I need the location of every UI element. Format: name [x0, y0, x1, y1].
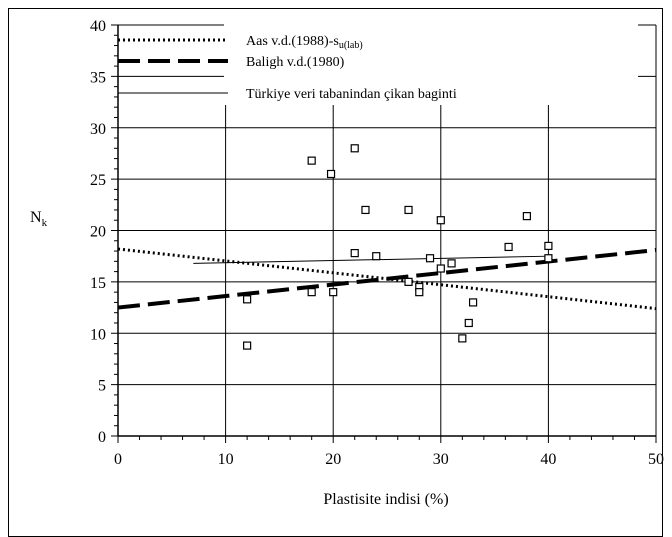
legend-label-aas: Aas v.d.(1988)-su(lab): [246, 34, 363, 51]
y-tick-label: 10: [90, 326, 106, 343]
y-tick-label: 15: [90, 275, 106, 292]
x-tick-label: 20: [325, 451, 341, 468]
legend-box: [224, 22, 638, 105]
x-tick-label: 40: [540, 451, 556, 468]
y-tick-label: 5: [98, 378, 106, 395]
x-tick-label: 30: [433, 451, 449, 468]
data-point: [350, 249, 359, 258]
data-point: [307, 156, 316, 165]
data-point: [522, 212, 531, 221]
y-axis-title: Nk: [30, 209, 48, 229]
series-line-dashed: [117, 248, 657, 310]
x-tick-label: 50: [648, 451, 664, 468]
data-point: [447, 259, 456, 268]
data-point: [544, 254, 553, 263]
y-tick-label: 25: [90, 172, 106, 189]
y-tick-label: 35: [90, 69, 106, 86]
data-point: [372, 252, 381, 261]
series-line-solid: [193, 255, 549, 264]
y-tick-label: 40: [90, 18, 106, 35]
data-point: [436, 216, 445, 225]
data-point: [350, 144, 359, 153]
data-point: [458, 334, 467, 343]
y-tick-label: 20: [90, 224, 106, 241]
y-tick-label: 0: [98, 429, 106, 446]
data-point: [468, 298, 478, 307]
data-point: [415, 288, 424, 297]
scatter-points: [243, 144, 553, 350]
data-point: [361, 205, 370, 215]
data-point: [404, 277, 413, 286]
y-tick-label: 30: [90, 121, 106, 138]
data-point: [329, 288, 338, 297]
legend: Aas v.d.(1988)-su(lab) Baligh v.d.(1980)…: [118, 22, 638, 105]
data-point: [504, 242, 513, 252]
x-tick-label: 0: [114, 451, 122, 468]
data-point: [544, 241, 553, 251]
data-point: [243, 295, 252, 304]
data-point: [464, 318, 473, 328]
legend-label-turkiye: Türkiye veri tabanindan çikan baginti: [246, 87, 457, 102]
data-point: [404, 205, 413, 215]
data-point: [425, 254, 435, 263]
data-point: [436, 264, 445, 273]
x-tick-label: 10: [218, 451, 234, 468]
data-point: [243, 341, 252, 350]
data-point: [326, 169, 336, 179]
x-axis-title: Plastisite indisi (%): [323, 491, 448, 508]
series-lines: [117, 247, 657, 311]
legend-label-baligh: Baligh v.d.(1980): [246, 55, 345, 70]
data-point: [307, 288, 316, 297]
